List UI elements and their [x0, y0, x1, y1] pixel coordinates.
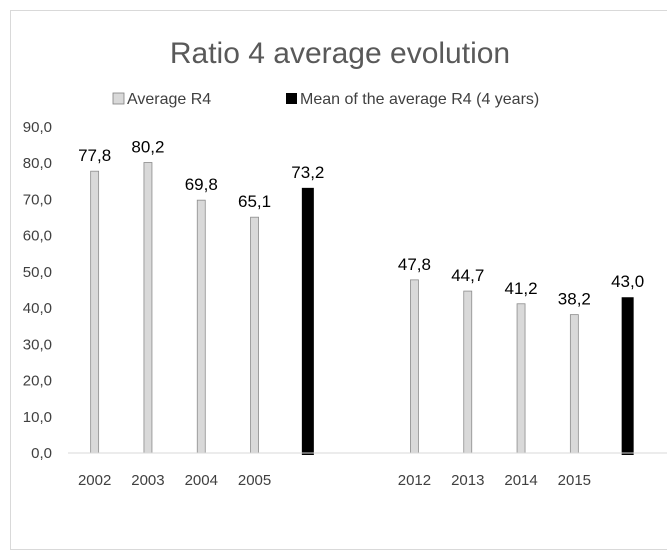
data-label: 47,8	[398, 255, 431, 274]
y-tick-label: 60,0	[23, 228, 52, 245]
data-label: 77,8	[78, 146, 111, 165]
bar-chart: Ratio 4 average evolution Average R4 Mea…	[23, 37, 667, 489]
data-label: 41,2	[505, 279, 538, 298]
bar-average-r4	[196, 199, 206, 454]
bar-average-r4	[569, 314, 579, 454]
data-labels: 77,8 80,2 69,8 65,1 47,8 44,7 41,2 38,2 73,2 43,0	[78, 137, 644, 308]
x-axis: 2002 2003 2004 2005 2012 2013 2014 2015	[68, 452, 667, 489]
x-tick-label: 2015	[558, 472, 591, 489]
x-tick-label: 2005	[238, 472, 271, 489]
y-tick-label: 0,0	[31, 445, 52, 462]
x-tick-label: 2002	[78, 472, 111, 489]
data-label: 44,7	[451, 266, 484, 285]
data-label: 38,2	[558, 290, 591, 309]
x-tick-label: 2004	[185, 472, 218, 489]
data-label: 69,8	[185, 175, 218, 194]
data-label: 65,1	[238, 192, 271, 211]
x-tick-label: 2012	[398, 472, 431, 489]
y-tick-label: 50,0	[23, 264, 52, 281]
legend-swatch-average-r4	[112, 92, 125, 105]
x-tick-label: 2014	[504, 472, 537, 489]
data-label: 80,2	[131, 137, 164, 156]
y-tick-label: 90,0	[23, 119, 52, 136]
y-tick-label: 40,0	[23, 300, 52, 317]
data-label: 73,2	[291, 163, 324, 182]
bar-average-r4	[463, 290, 473, 454]
data-label: 43,0	[611, 272, 644, 291]
y-tick-label: 10,0	[23, 409, 52, 426]
legend: Average R4 Mean of the average R4 (4 yea…	[112, 91, 539, 108]
legend-label-average-r4: Average R4	[127, 91, 211, 108]
legend-swatch-mean-average-r4	[286, 93, 297, 104]
bar-average-r4	[90, 170, 100, 454]
bar-mean-average-r4	[301, 187, 314, 455]
bar-average-r4	[410, 279, 419, 454]
bar-average-r4	[516, 303, 526, 454]
bar-average-r4	[250, 216, 259, 454]
y-axis: 0,0 10,0 20,0 30,0 40,0 50,0 60,0 70,0 80,0 90,0	[23, 119, 52, 462]
y-tick-label: 20,0	[23, 373, 52, 390]
x-tick-label: 2003	[131, 472, 164, 489]
chart-title: Ratio 4 average evolution	[170, 37, 510, 70]
bars	[90, 162, 634, 455]
legend-label-mean-average-r4: Mean of the average R4 (4 years)	[300, 91, 539, 108]
bar-mean-average-r4	[621, 297, 634, 455]
bar-average-r4	[143, 162, 153, 454]
y-tick-label: 30,0	[23, 336, 52, 353]
y-tick-label: 80,0	[23, 155, 52, 172]
x-tick-label: 2013	[451, 472, 484, 489]
y-tick-label: 70,0	[23, 191, 52, 208]
